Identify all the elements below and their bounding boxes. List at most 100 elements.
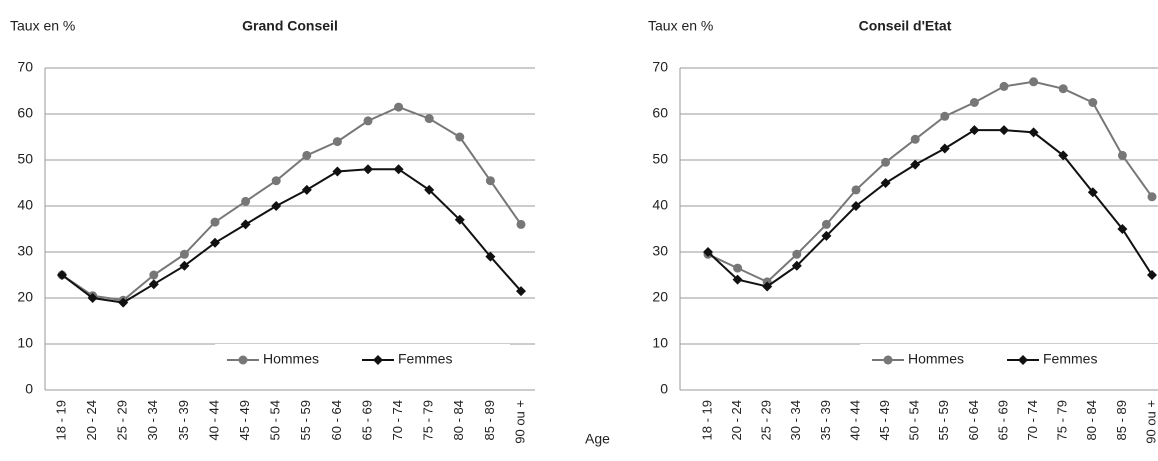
legend-marker [1018, 355, 1028, 365]
data-point [1058, 150, 1069, 161]
legend-marker [238, 355, 248, 365]
data-point [1147, 270, 1157, 280]
data-point [969, 98, 979, 107]
x-tick-label: 25 - 29 [115, 400, 130, 440]
x-tick-label: 30 - 34 [788, 400, 803, 440]
x-tick-label: 35 - 39 [176, 400, 191, 440]
data-point [332, 137, 342, 147]
x-tick-label: 20 - 24 [729, 400, 744, 440]
data-point [363, 116, 373, 126]
data-point [703, 247, 713, 257]
y-tick-label: 70 [17, 59, 33, 75]
x-tick-label: 50 - 54 [907, 400, 922, 440]
data-point [910, 159, 921, 170]
data-point [210, 237, 220, 248]
data-point [733, 263, 743, 273]
y-tick-label: 50 [652, 151, 668, 167]
data-point [1087, 187, 1098, 198]
data-point [210, 217, 220, 227]
x-tick-label: 60 - 64 [966, 400, 981, 440]
data-point [332, 166, 343, 177]
legend-label: Hommes [263, 351, 319, 367]
data-point [271, 201, 282, 211]
data-point [1147, 192, 1157, 202]
data-point [516, 219, 526, 229]
y-tick-label: 40 [17, 197, 33, 213]
data-point [969, 125, 980, 136]
data-point [1117, 224, 1128, 234]
x-tick-label: 90 ou + [512, 400, 527, 444]
x-tick-label: 70 - 74 [1025, 400, 1040, 440]
data-point [732, 274, 743, 285]
y-tick-label: 70 [652, 59, 668, 75]
y-tick-label: 60 [17, 105, 33, 121]
x-tick-label: 45 - 49 [877, 400, 892, 440]
data-point [393, 164, 404, 175]
data-point [57, 270, 67, 280]
y-tick-label: 10 [17, 335, 33, 351]
data-point [1088, 98, 1098, 107]
data-point [363, 164, 373, 175]
series-line [707, 129, 1153, 288]
data-point [302, 150, 312, 160]
data-point [821, 219, 831, 229]
data-point [424, 184, 435, 195]
data-point [394, 102, 404, 112]
data-point [148, 279, 159, 290]
x-tick-label: 90 ou + [1143, 400, 1158, 444]
data-point [424, 114, 434, 124]
x-tick-label: 75 - 79 [421, 400, 436, 440]
x-tick-label: 80 - 84 [451, 400, 466, 440]
x-tick-label: 20 - 24 [84, 400, 99, 440]
x-tick-label: 55 - 59 [936, 400, 951, 440]
legend-marker [883, 355, 893, 365]
x-tick-label: 85 - 89 [1114, 400, 1129, 440]
y-tick-label: 30 [652, 243, 668, 259]
data-point [880, 178, 891, 188]
data-point [118, 297, 129, 308]
x-tick-label: 65 - 69 [359, 400, 374, 440]
y-tick-label: 0 [660, 381, 668, 397]
data-point [485, 176, 495, 186]
x-axis-label: Age [585, 431, 610, 447]
data-point [454, 214, 465, 225]
x-tick-label: 45 - 49 [237, 400, 252, 440]
data-point [851, 201, 861, 211]
legend-label: Femmes [398, 351, 452, 367]
y-tick-label: 20 [17, 289, 33, 305]
data-point [821, 230, 832, 241]
chart-title: Conseil d'Etat [859, 18, 952, 34]
data-point [179, 260, 190, 271]
data-point [179, 249, 189, 259]
y-axis-label: Taux en % [10, 18, 75, 34]
x-tick-label: 25 - 29 [759, 400, 774, 440]
data-point [516, 286, 526, 297]
y-tick-label: 40 [652, 197, 668, 213]
data-point [881, 157, 891, 167]
x-tick-label: 85 - 89 [482, 400, 497, 440]
series-line [707, 80, 1153, 284]
data-point [940, 111, 950, 121]
data-point [271, 176, 281, 186]
data-point [792, 249, 802, 259]
y-tick-label: 60 [652, 105, 668, 121]
legend-marker [373, 355, 383, 365]
data-point [455, 132, 465, 142]
data-point [241, 196, 251, 206]
x-tick-label: 40 - 44 [206, 400, 221, 440]
data-point [939, 143, 950, 154]
data-point [910, 134, 920, 144]
x-tick-label: 50 - 54 [268, 400, 283, 440]
x-tick-label: 18 - 19 [699, 400, 714, 440]
chart-title: Grand Conseil [242, 18, 338, 34]
data-point [301, 184, 312, 195]
series-line [61, 106, 522, 302]
data-point [791, 260, 802, 271]
y-tick-label: 50 [17, 151, 33, 167]
x-tick-label: 75 - 79 [1055, 400, 1070, 440]
x-tick-label: 65 - 69 [995, 400, 1010, 440]
x-tick-label: 70 - 74 [390, 400, 405, 440]
y-tick-label: 0 [25, 381, 33, 397]
data-point [1029, 77, 1039, 87]
